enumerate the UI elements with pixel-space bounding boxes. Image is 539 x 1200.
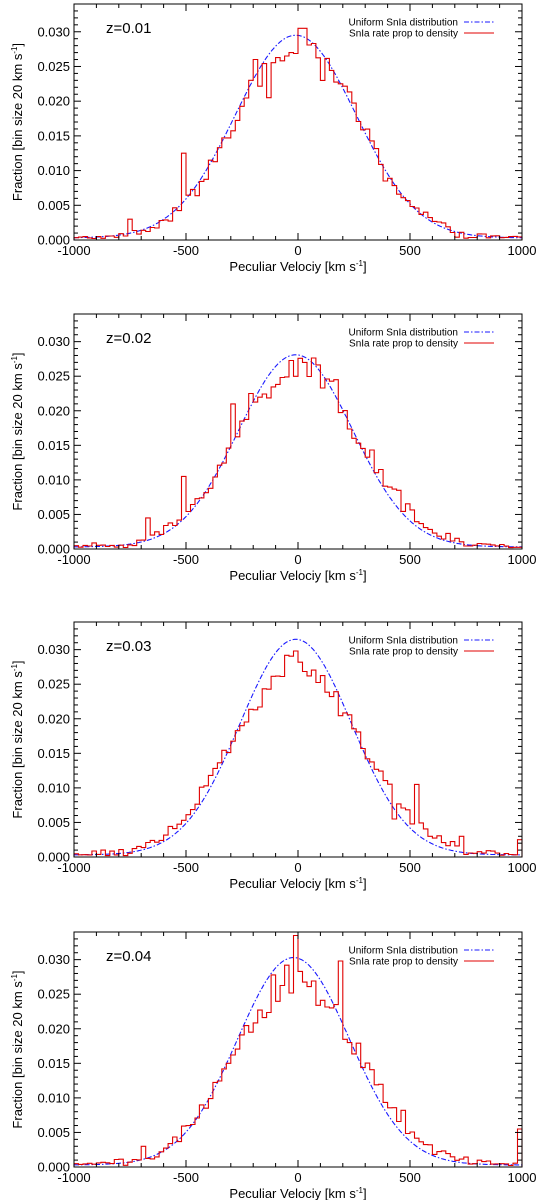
y-tick-label: 0.010 [37, 163, 70, 178]
y-tick-label: 0.000 [37, 1160, 70, 1175]
redshift-annotation: z=0.02 [106, 330, 151, 347]
x-tick-label: 1000 [508, 243, 537, 258]
x-tick-label: 0 [294, 860, 301, 875]
x-axis-label: Peculiar Velociy [km s-1] [229, 259, 366, 274]
legend-label: Uniform SnIa distribution [349, 328, 459, 339]
series-uniform-curve [74, 957, 522, 1166]
series-density-histogram [73, 27, 523, 240]
chart-panel-2: -1000 -500 0 500 1000 0.000 0.005 0.010 0.015 0.0… [10, 313, 537, 583]
redshift-annotation: z=0.04 [106, 948, 151, 965]
x-tick-label: 0 [294, 1170, 301, 1185]
y-tick-label: 0.005 [37, 507, 70, 522]
y-axis-label: Fraction [bin size 20 km s-1] [10, 352, 25, 510]
legend-label: SnIa rate prop to density [349, 339, 458, 350]
x-tick-label: -500 [173, 243, 199, 258]
x-tick-label: 500 [399, 552, 421, 567]
y-tick-label: 0.010 [37, 472, 70, 487]
y-tick-label: 0.030 [37, 642, 70, 657]
legend-label: SnIa rate prop to density [349, 29, 458, 40]
chart-panel-4: -1000 -500 0 500 1000 0.000 0.005 0.010 0.015 0.0… [10, 931, 537, 1200]
redshift-annotation: z=0.01 [106, 20, 151, 37]
series-density-histogram [73, 357, 523, 549]
x-tick-label: -500 [173, 1170, 199, 1185]
x-axis-label: Peculiar Velociy [km s-1] [229, 568, 366, 583]
y-tick-label: 0.020 [37, 1021, 70, 1036]
y-tick-label: 0.000 [37, 233, 70, 248]
y-tick-label: 0.000 [37, 542, 70, 557]
y-tick-label: 0.010 [37, 1090, 70, 1105]
x-tick-label: 1000 [508, 552, 537, 567]
y-axis-label: Fraction [bin size 20 km s-1] [10, 970, 25, 1128]
chart-panel-1: -1000 -500 0 500 1000 0.000 0.005 0.010 0.015 0.0… [10, 3, 537, 274]
y-tick-label: 0.030 [37, 24, 70, 39]
x-axis-label: Peculiar Velociy [km s-1] [229, 1186, 366, 1200]
x-tick-label: 0 [294, 552, 301, 567]
x-tick-label: -1000 [57, 243, 90, 258]
y-tick-label: 0.030 [37, 952, 70, 967]
y-tick-label: 0.010 [37, 780, 70, 795]
x-tick-label: 1000 [508, 1170, 537, 1185]
legend-label: SnIa rate prop to density [349, 647, 458, 658]
legend-label: Uniform SnIa distribution [349, 18, 459, 29]
y-tick-label: 0.020 [37, 711, 70, 726]
y-tick-label: 0.015 [37, 438, 70, 453]
y-tick-label: 0.020 [37, 403, 70, 418]
series-density-histogram [73, 934, 523, 1167]
y-tick-label: 0.025 [37, 59, 70, 74]
legend-label: SnIa rate prop to density [349, 957, 458, 968]
y-tick-label: 0.005 [37, 815, 70, 830]
x-tick-label: -500 [173, 552, 199, 567]
series-uniform-curve [74, 34, 522, 239]
y-tick-label: 0.025 [37, 677, 70, 692]
x-axis-label: Peculiar Velociy [km s-1] [229, 876, 366, 891]
y-tick-label: 0.020 [37, 94, 70, 109]
x-tick-label: 1000 [508, 860, 537, 875]
y-axis-label: Fraction [bin size 20 km s-1] [10, 660, 25, 818]
x-tick-label: -500 [173, 860, 199, 875]
series-density-histogram [73, 650, 523, 857]
series-uniform-curve [74, 638, 522, 856]
x-tick-label: 500 [399, 243, 421, 258]
y-tick-label: 0.005 [37, 198, 70, 213]
x-tick-label: 0 [294, 243, 301, 258]
y-tick-label: 0.015 [37, 746, 70, 761]
series-uniform-curve [74, 354, 523, 548]
y-tick-label: 0.015 [37, 128, 70, 143]
x-tick-label: 500 [399, 860, 421, 875]
x-tick-label: -1000 [57, 552, 90, 567]
x-tick-label: -1000 [57, 1170, 90, 1185]
chart-panel-3: -1000 -500 0 500 1000 0.000 0.005 0.010 0.015 0.0… [10, 621, 537, 891]
y-tick-label: 0.030 [37, 334, 70, 349]
x-tick-label: 500 [399, 1170, 421, 1185]
y-tick-label: 0.015 [37, 1056, 70, 1071]
legend-label: Uniform SnIa distribution [349, 946, 459, 957]
legend-label: Uniform SnIa distribution [349, 636, 459, 647]
y-tick-label: 0.025 [37, 987, 70, 1002]
redshift-annotation: z=0.03 [106, 638, 151, 655]
y-tick-label: 0.000 [37, 850, 70, 865]
y-axis-label: Fraction [bin size 20 km s-1] [10, 43, 25, 201]
y-tick-label: 0.025 [37, 369, 70, 384]
x-tick-label: -1000 [57, 860, 90, 875]
y-tick-label: 0.005 [37, 1125, 70, 1140]
